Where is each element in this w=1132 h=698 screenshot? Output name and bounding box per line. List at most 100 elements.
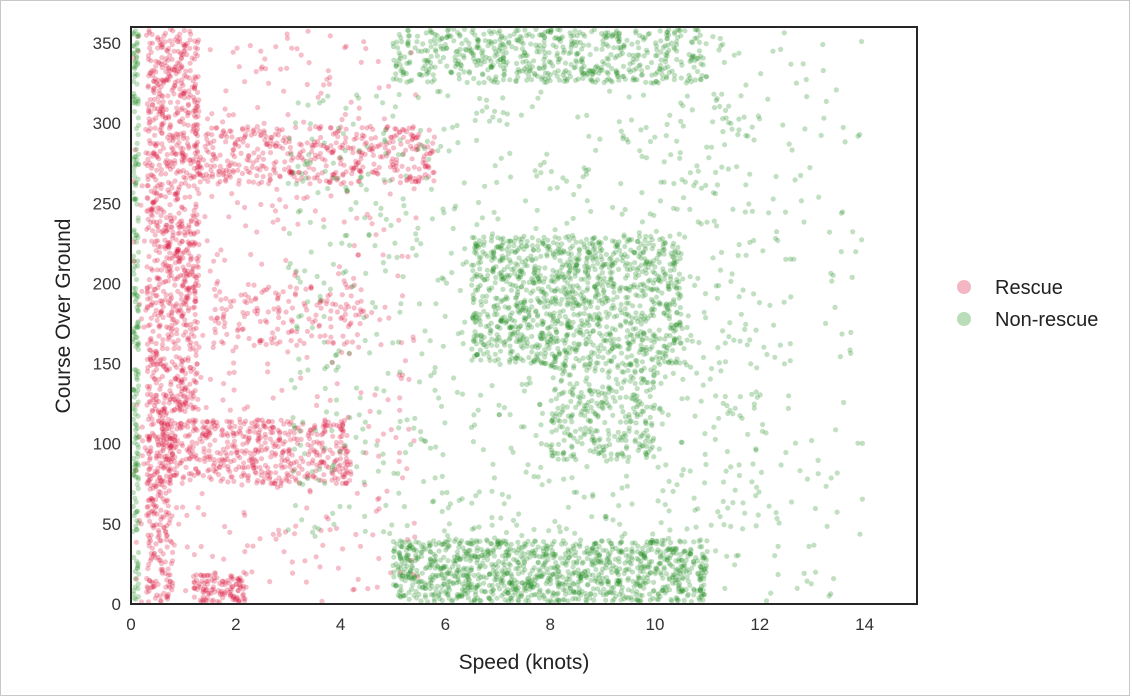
point-rescue (154, 276, 160, 282)
point-non-rescue (543, 350, 549, 356)
point-rescue (197, 154, 204, 160)
point-rescue (207, 431, 213, 437)
point-rescue (289, 319, 295, 325)
point-non-rescue (657, 570, 664, 576)
point-rescue (150, 553, 156, 559)
point-non-rescue (584, 320, 590, 326)
point-rescue (157, 477, 164, 483)
point-non-rescue (492, 561, 498, 568)
point-rescue (190, 285, 197, 291)
point-rescue (193, 352, 199, 359)
point-rescue (155, 465, 161, 471)
point-non-rescue (413, 555, 419, 561)
point-rescue (356, 115, 362, 121)
point-rescue (183, 68, 189, 74)
point-non-rescue (548, 565, 554, 571)
point-rescue (177, 92, 183, 98)
point-rescue (257, 465, 263, 471)
point-non-rescue (695, 570, 701, 576)
point-rescue (181, 157, 188, 163)
point-rescue (164, 410, 170, 416)
point-non-rescue (469, 537, 475, 543)
point-non-rescue (494, 343, 500, 349)
point-rescue (182, 387, 188, 393)
point-rescue (169, 218, 175, 224)
point-rescue (188, 231, 194, 237)
point-rescue (194, 361, 200, 367)
point-rescue (152, 376, 158, 382)
point-rescue (150, 173, 156, 179)
point-rescue (236, 64, 242, 70)
point-rescue (192, 419, 198, 425)
point-rescue (344, 480, 350, 487)
point-rescue (212, 437, 218, 443)
point-rescue (171, 48, 177, 54)
point-rescue (204, 418, 210, 424)
point-rescue (192, 404, 198, 410)
point-non-rescue (667, 273, 674, 279)
point-rescue (189, 453, 195, 459)
point-rescue (181, 90, 187, 96)
point-rescue (270, 429, 276, 436)
point-rescue (314, 175, 320, 181)
point-rescue (185, 110, 191, 116)
point-rescue (159, 426, 165, 432)
point-rescue (356, 105, 362, 111)
point-rescue (358, 169, 364, 175)
point-non-rescue (134, 508, 140, 514)
point-rescue (243, 223, 249, 229)
point-rescue (195, 258, 201, 264)
point-rescue (153, 219, 160, 225)
point-rescue (154, 470, 160, 476)
point-rescue (149, 162, 155, 168)
point-non-rescue (632, 260, 638, 266)
point-non-rescue (508, 541, 514, 547)
point-rescue (182, 268, 188, 274)
point-rescue (177, 36, 183, 42)
point-rescue (147, 466, 153, 472)
point-rescue (159, 298, 165, 304)
point-rescue (158, 356, 164, 362)
point-rescue (190, 406, 196, 412)
point-rescue (260, 173, 266, 180)
point-non-rescue (475, 554, 481, 560)
point-non-rescue (567, 585, 573, 591)
point-rescue (257, 427, 263, 433)
point-rescue (146, 386, 152, 392)
point-rescue (258, 456, 265, 462)
point-rescue (165, 332, 171, 338)
point-rescue (215, 181, 221, 187)
point-rescue (190, 404, 196, 410)
point-non-rescue (630, 303, 636, 309)
point-non-rescue (542, 596, 548, 602)
point-rescue (176, 247, 182, 253)
point-rescue (145, 497, 151, 503)
point-rescue (236, 181, 242, 187)
point-rescue (286, 298, 292, 304)
point-non-rescue (633, 292, 639, 298)
point-rescue (187, 37, 193, 43)
point-rescue (174, 505, 180, 511)
point-rescue (281, 166, 288, 172)
point-rescue (165, 66, 171, 72)
point-non-rescue (516, 598, 522, 604)
point-rescue (162, 60, 168, 66)
point-rescue (179, 150, 185, 156)
point-non-rescue (499, 568, 505, 574)
point-rescue (337, 462, 343, 468)
point-non-rescue (646, 562, 652, 568)
point-rescue (213, 293, 219, 299)
point-rescue (356, 312, 362, 318)
point-rescue (357, 321, 363, 327)
point-rescue (358, 298, 364, 304)
point-non-rescue (590, 586, 597, 592)
point-rescue (251, 465, 257, 471)
point-rescue (163, 106, 169, 113)
point-non-rescue (484, 538, 490, 544)
point-rescue (159, 514, 165, 520)
point-non-rescue (481, 234, 487, 240)
point-rescue (183, 42, 189, 48)
point-rescue (183, 384, 189, 390)
point-rescue (336, 423, 342, 429)
point-rescue (179, 357, 185, 363)
